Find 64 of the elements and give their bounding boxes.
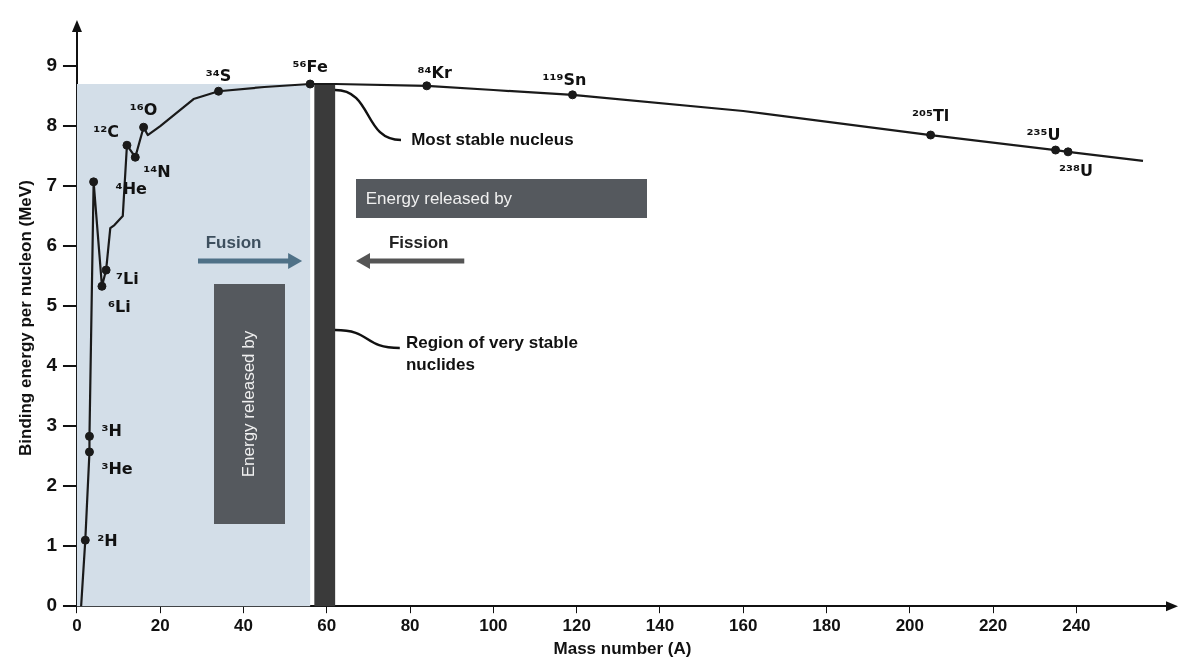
x-tick-label: 200	[895, 616, 924, 636]
y-tick-label: 6	[46, 234, 57, 256]
label-box: Energy released by	[355, 179, 648, 219]
annotation: Most stable nucleus	[411, 129, 574, 149]
y-tick-label: 8	[46, 114, 57, 136]
annotation: ²H	[97, 531, 118, 551]
point	[1051, 145, 1061, 155]
y-tick-label: 3	[46, 414, 57, 436]
point	[80, 535, 90, 545]
y-tick-label: 1	[46, 534, 58, 556]
point	[422, 81, 432, 91]
annotation: Energy released by	[239, 330, 260, 478]
band-label: Region of very stable nuclides	[405, 333, 578, 375]
y-tick-label: 2	[46, 474, 57, 496]
point	[130, 152, 140, 162]
annotation: ¹¹⁹Sn	[542, 69, 587, 89]
point	[305, 79, 315, 89]
y-axis-title: Binding energy per nucleon (MeV)	[15, 180, 35, 457]
annotation: ⁶Li	[107, 297, 131, 317]
point	[139, 122, 149, 132]
annotation: ¹⁴N	[143, 162, 171, 182]
point	[84, 447, 94, 457]
x-tick-label: 100	[479, 616, 508, 636]
y-tick-label: 4	[46, 354, 58, 376]
x-tick-label: 40	[234, 616, 253, 636]
point	[214, 86, 224, 96]
label-box: Energy released by	[214, 284, 285, 525]
annotation: ⁵⁶Fe	[292, 57, 328, 77]
point	[84, 431, 94, 441]
y-tick-label: 7	[46, 174, 57, 196]
point	[122, 140, 132, 150]
x-tick-label: 20	[150, 616, 170, 636]
x-axis-title: Mass number (A)	[553, 639, 692, 659]
annotation: ¹²C	[93, 122, 119, 142]
y-tick-label: 9	[46, 54, 57, 76]
annotation: ²³⁸U	[1059, 161, 1094, 180]
annotation: ¹⁶O	[129, 100, 158, 120]
x-tick-label: 60	[317, 616, 337, 636]
x-tick-label: 80	[400, 616, 420, 636]
annotation: ³H	[101, 421, 122, 441]
annotation: ⁸⁴Kr	[417, 62, 453, 82]
annotation: Energy released by	[365, 188, 513, 209]
y-tick-label: 5	[46, 294, 58, 316]
x-tick-label: 180	[812, 616, 841, 636]
x-tick-label: 140	[645, 616, 675, 636]
annotation: Fusion	[205, 233, 262, 254]
annotation: Fission	[388, 233, 449, 254]
point	[568, 90, 578, 100]
x-tick-label: 220	[978, 616, 1008, 636]
point	[1063, 147, 1073, 157]
annotation: ²⁰⁵Tl	[911, 106, 950, 126]
point	[97, 281, 107, 291]
point	[101, 265, 111, 275]
x-tick-label: 160	[729, 616, 758, 636]
point	[926, 130, 936, 140]
point	[89, 177, 99, 187]
annotation: ⁷Li	[116, 269, 139, 289]
x-tick-label: 0	[72, 616, 82, 636]
annotation: ³⁴S	[205, 66, 232, 86]
y-tick-label: 0	[46, 594, 57, 616]
x-tick-label: 240	[1062, 616, 1091, 636]
annotation: ³He	[101, 459, 133, 479]
x-tick-label: 120	[562, 616, 591, 636]
annotation: ²³⁵U	[1026, 125, 1061, 145]
